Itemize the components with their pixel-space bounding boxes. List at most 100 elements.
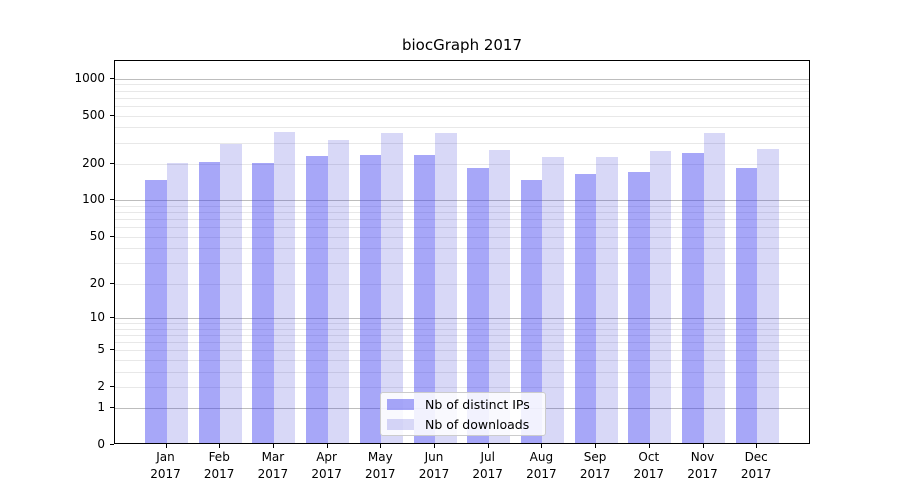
bar-distinct-ips bbox=[252, 163, 274, 443]
gridline-minor bbox=[115, 341, 809, 343]
x-tick-mark bbox=[487, 444, 489, 448]
bar-downloads bbox=[273, 132, 296, 443]
y-tick-mark bbox=[110, 316, 114, 318]
x-tick-year: 2017 bbox=[526, 467, 557, 481]
x-tick-mark bbox=[756, 444, 758, 448]
gridline-minor bbox=[115, 84, 809, 86]
x-tick-month: Oct bbox=[638, 450, 660, 464]
gridline-minor bbox=[115, 371, 809, 373]
y-tick-mark bbox=[110, 77, 114, 79]
y-tick-label: 1000 bbox=[74, 70, 105, 85]
bar-downloads bbox=[649, 151, 672, 443]
y-tick-label: 10 bbox=[89, 309, 105, 324]
gridline-minor bbox=[115, 248, 809, 250]
bar-downloads bbox=[435, 133, 457, 443]
bar-distinct-ips bbox=[306, 155, 328, 443]
x-tick-mark bbox=[595, 444, 597, 448]
gridline-minor bbox=[115, 97, 809, 99]
gridline-minor bbox=[115, 219, 809, 221]
x-tick-mark bbox=[648, 444, 650, 448]
gridline-major bbox=[115, 78, 809, 80]
y-tick-label: 100 bbox=[82, 192, 105, 207]
gridline-minor bbox=[115, 90, 809, 92]
y-tick-mark bbox=[110, 385, 114, 387]
plot-area: Nb of distinct IPs Nb of downloads bbox=[114, 60, 810, 444]
gridline-minor bbox=[115, 334, 809, 336]
gridline-minor bbox=[115, 359, 809, 361]
bar-distinct-ips bbox=[520, 179, 543, 443]
y-tick-mark bbox=[110, 444, 114, 445]
x-tick-label: Feb 2017 bbox=[191, 449, 247, 483]
x-tick-year: 2017 bbox=[257, 467, 289, 481]
gridline-minor bbox=[115, 323, 809, 324]
x-tick-label: Jul 2017 bbox=[460, 449, 516, 483]
x-tick-mark bbox=[326, 444, 328, 448]
gridline-minor bbox=[115, 227, 809, 229]
bar-downloads bbox=[703, 133, 725, 443]
gridline-minor bbox=[115, 236, 809, 238]
x-tick-year: 2017 bbox=[418, 467, 450, 481]
gridline-minor bbox=[115, 163, 809, 165]
x-tick-month: Nov bbox=[690, 450, 715, 464]
x-tick-month: Feb bbox=[208, 450, 230, 464]
bar-downloads bbox=[327, 139, 350, 443]
x-tick-month: Jun bbox=[424, 450, 444, 464]
gridline-major bbox=[115, 200, 809, 202]
gridline-minor bbox=[115, 283, 809, 285]
x-tick-year: 2017 bbox=[740, 467, 772, 481]
bar-distinct-ips bbox=[145, 180, 167, 443]
gridline-minor bbox=[115, 105, 809, 107]
x-tick-mark bbox=[380, 444, 382, 448]
legend-item-distinct-ips: Nb of distinct IPs bbox=[381, 394, 545, 414]
x-tick-mark bbox=[434, 444, 435, 448]
bar-distinct-ips bbox=[735, 167, 758, 443]
legend: Nb of distinct IPs Nb of downloads bbox=[380, 392, 546, 436]
legend-swatch-distinct-ips bbox=[387, 398, 414, 410]
legend-swatch-downloads bbox=[387, 418, 414, 430]
bar-downloads bbox=[757, 148, 779, 443]
chart-title: biocGraph 2017 bbox=[401, 36, 523, 54]
x-tick-month: Aug bbox=[529, 450, 554, 464]
x-tick-label: May 2017 bbox=[352, 449, 408, 483]
bar-distinct-ips bbox=[628, 172, 650, 443]
y-tick-mark bbox=[110, 282, 114, 284]
bar-downloads bbox=[381, 132, 403, 443]
y-tick-label: 500 bbox=[82, 107, 105, 122]
x-tick-label: Oct 2017 bbox=[621, 449, 677, 483]
bar-distinct-ips bbox=[413, 155, 435, 443]
x-tick-label: Jun 2017 bbox=[406, 449, 462, 483]
bar-distinct-ips bbox=[574, 174, 597, 443]
bar-distinct-ips bbox=[198, 161, 221, 443]
x-tick-mark bbox=[272, 444, 274, 448]
x-tick-label: Dec 2017 bbox=[728, 449, 784, 483]
gridline-major bbox=[115, 317, 809, 319]
y-tick-label: 20 bbox=[89, 275, 105, 290]
y-tick-label: 0 bbox=[97, 437, 105, 451]
gridline-minor bbox=[115, 115, 809, 117]
y-tick-mark bbox=[110, 162, 114, 164]
gridline-minor bbox=[115, 205, 809, 207]
bar-distinct-ips bbox=[359, 155, 382, 443]
y-tick-mark bbox=[110, 349, 114, 350]
legend-label-distinct-ips: Nb of distinct IPs bbox=[425, 396, 530, 412]
y-tick-mark bbox=[110, 114, 114, 116]
gridline-minor bbox=[115, 127, 809, 129]
gridline-minor bbox=[115, 142, 809, 144]
x-tick-month: May bbox=[367, 450, 393, 464]
x-tick-year: 2017 bbox=[203, 467, 235, 481]
x-tick-month: Apr bbox=[316, 450, 337, 464]
x-tick-year: 2017 bbox=[472, 467, 503, 481]
bar-downloads bbox=[488, 149, 511, 443]
y-tick-label: 200 bbox=[82, 155, 105, 170]
x-tick-mark bbox=[702, 444, 704, 448]
x-tick-label: Aug 2017 bbox=[513, 449, 569, 483]
x-tick-month: Sep bbox=[583, 450, 607, 464]
x-tick-month: Mar bbox=[261, 450, 285, 464]
x-tick-label: Nov 2017 bbox=[675, 449, 731, 483]
x-tick-year: 2017 bbox=[687, 467, 718, 481]
x-tick-year: 2017 bbox=[150, 467, 181, 481]
y-tick-mark bbox=[110, 199, 114, 201]
x-tick-month: Jul bbox=[480, 450, 495, 464]
x-tick-year: 2017 bbox=[633, 467, 665, 481]
